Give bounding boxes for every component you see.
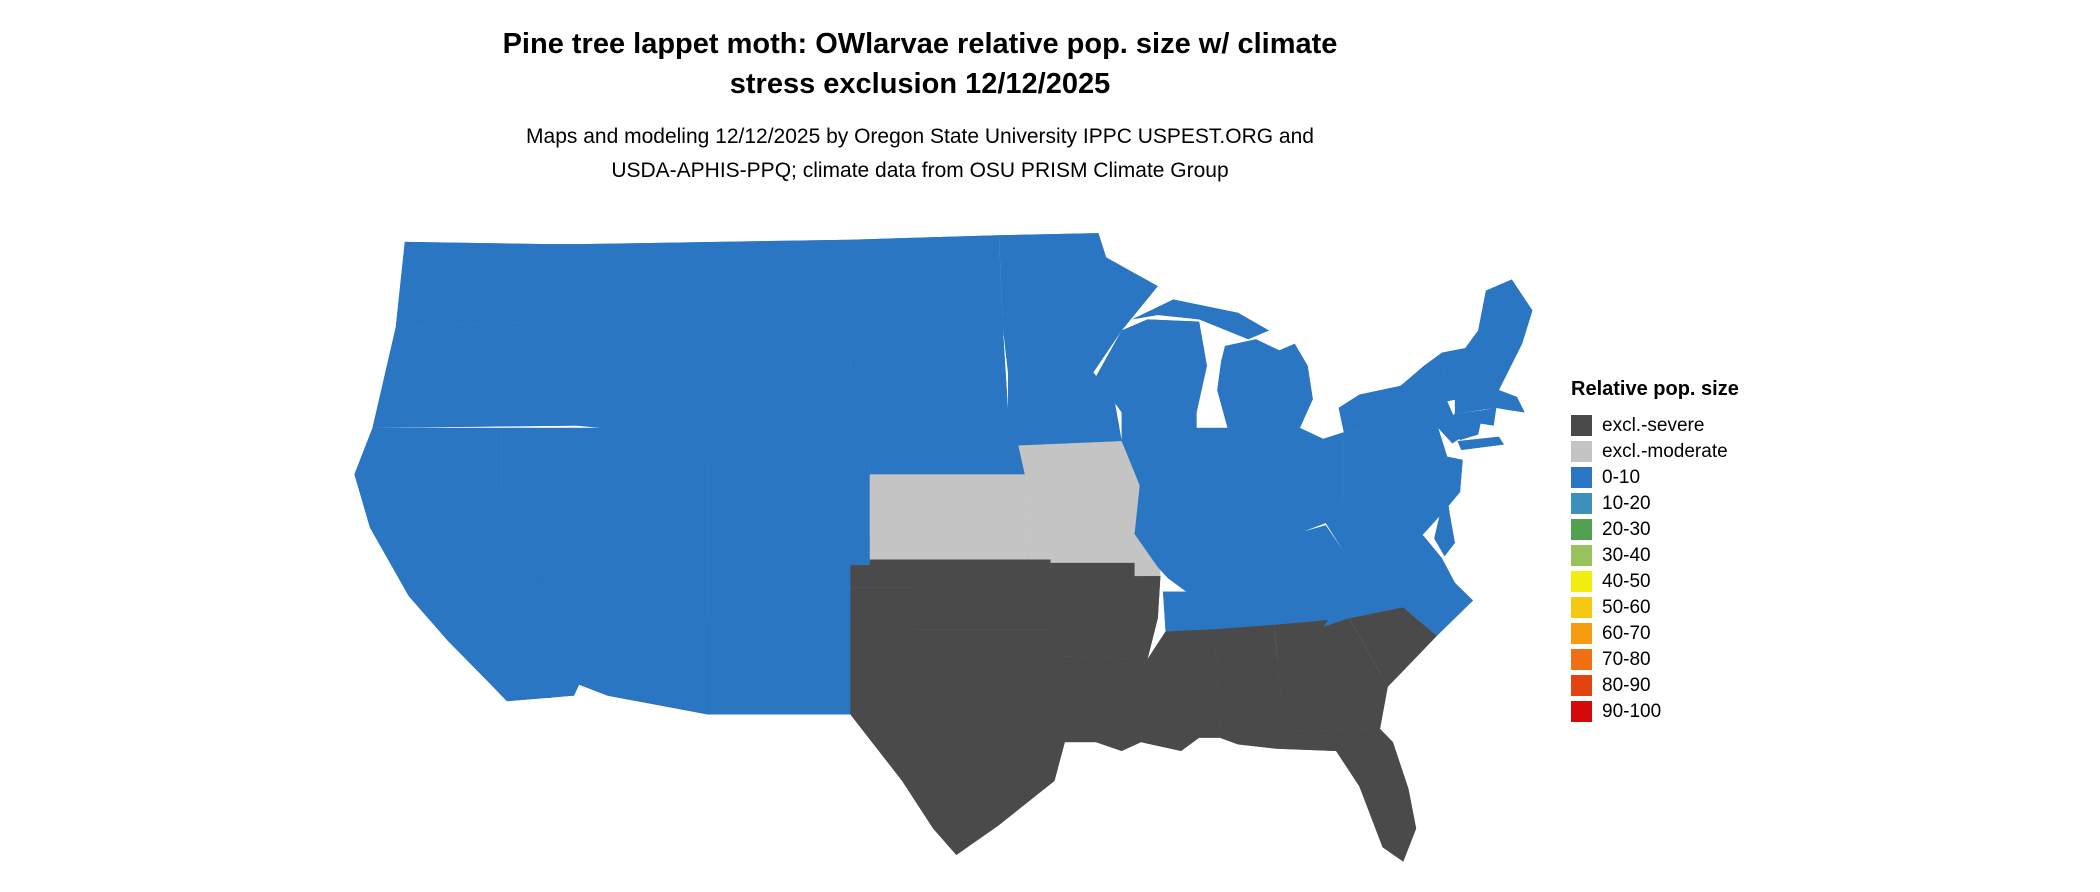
legend-item: 40-50	[1571, 569, 1831, 594]
legend-label: 30-40	[1602, 544, 1651, 566]
legend-title: Relative pop. size	[1571, 378, 1739, 400]
legend-item: 0-10	[1571, 465, 1831, 490]
legend-item: 30-40	[1571, 543, 1831, 568]
map-subtitle: Maps and modeling 12/12/2025 by Oregon S…	[0, 120, 1840, 188]
map-title-line2: stress exclusion 12/12/2025	[729, 68, 1111, 100]
legend-label: 60-70	[1602, 622, 1651, 644]
legend-swatch	[1571, 519, 1592, 540]
map-subtitle-line2: USDA-APHIS-PPQ; climate data from OSU PR…	[611, 159, 1229, 182]
legend-item: 80-90	[1571, 673, 1831, 698]
legend-swatch	[1571, 493, 1592, 514]
legend-swatch	[1571, 623, 1592, 644]
legend-label: excl.-moderate	[1602, 440, 1728, 462]
legend-item: excl.-moderate	[1571, 439, 1831, 464]
legend-item: 60-70	[1571, 621, 1831, 646]
legend-swatch	[1571, 545, 1592, 566]
legend-item: 70-80	[1571, 647, 1831, 672]
legend-label: 20-30	[1602, 518, 1651, 540]
legend-swatch	[1571, 649, 1592, 670]
legend-label: excl.-severe	[1602, 414, 1705, 436]
legend-item: excl.-severe	[1571, 413, 1831, 438]
legend-label: 90-100	[1602, 700, 1662, 722]
legend-swatch	[1571, 571, 1592, 592]
map-subtitle-line1: Maps and modeling 12/12/2025 by Oregon S…	[526, 125, 1314, 148]
legend-swatch	[1571, 597, 1592, 618]
legend-label: 40-50	[1602, 570, 1651, 592]
legend-item: 20-30	[1571, 517, 1831, 542]
legend-item: 10-20	[1571, 491, 1831, 516]
legend-swatch	[1571, 675, 1592, 696]
legend-label: 80-90	[1602, 674, 1651, 696]
legend-swatch	[1571, 415, 1592, 436]
map-title: Pine tree lappet moth: OWlarvae relative…	[0, 24, 1840, 104]
legend-label: 0-10	[1602, 466, 1641, 488]
legend: Relative pop. size excl.-severe excl.-mo…	[1571, 378, 1831, 725]
legend-swatch	[1571, 701, 1592, 722]
legend-item: 50-60	[1571, 595, 1831, 620]
legend-label: 50-60	[1602, 596, 1651, 618]
legend-swatch	[1571, 467, 1592, 488]
map-title-line1: Pine tree lappet moth: OWlarvae relative…	[502, 28, 1338, 60]
legend-label: 70-80	[1602, 648, 1651, 670]
legend-label: 10-20	[1602, 492, 1651, 514]
legend-items: excl.-severe excl.-moderate 0-10 10-20 2…	[1571, 413, 1831, 724]
legend-swatch	[1571, 441, 1592, 462]
us-map	[353, 231, 1534, 863]
us-map-container	[295, 222, 1535, 886]
legend-item: 90-100	[1571, 699, 1831, 724]
